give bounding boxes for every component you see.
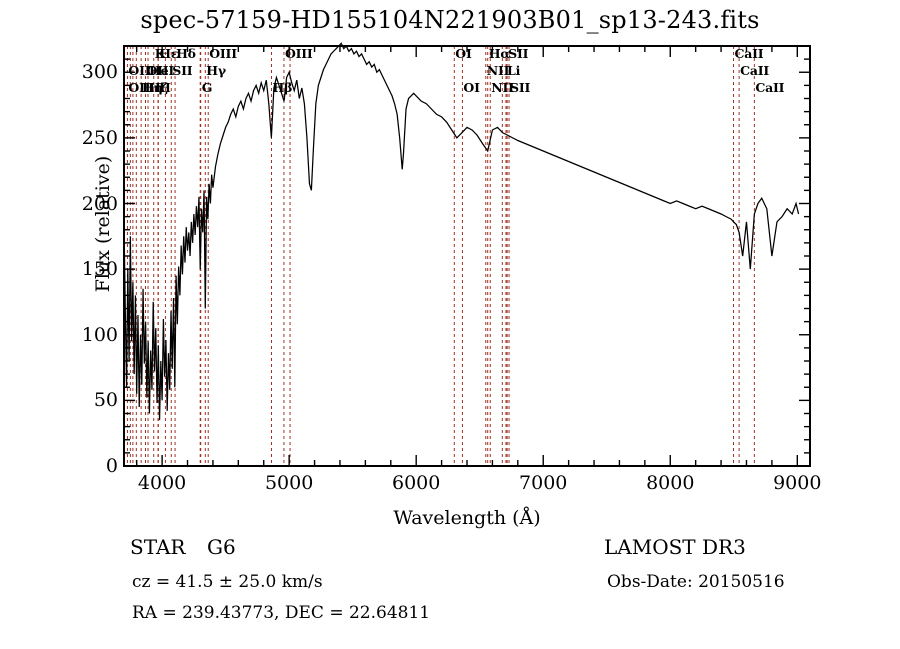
spectral-line-label: Hα	[488, 46, 510, 61]
y-tick-label: 150	[81, 258, 118, 281]
spectral-line-label: Li	[507, 63, 521, 78]
spectral-line-label: Hη	[142, 80, 163, 95]
footer-redshift-velocity: cz = 41.5 ± 25.0 km/s	[132, 572, 323, 592]
spectral-line-label: Hζ	[149, 80, 168, 95]
x-tick-label: 6000	[391, 472, 441, 494]
y-tick-label: 200	[81, 192, 118, 215]
footer-object-type: STAR	[130, 535, 186, 559]
spectral-line-label: NII	[486, 63, 510, 78]
spectral-line-label: K	[154, 46, 166, 61]
y-tick-label: 100	[81, 323, 118, 346]
spectral-line-label: Hγ	[206, 63, 226, 78]
spectral-line-label: G	[201, 80, 213, 95]
spectral-line-label: Hβ	[272, 80, 293, 95]
y-tick-label: 250	[81, 126, 118, 149]
spectral-line-label: OII	[146, 63, 169, 78]
spectral-line-label: NII	[491, 80, 514, 95]
y-tick-label: 0	[105, 455, 118, 477]
spectral-line-label: SII	[172, 63, 193, 78]
spectral-line-label: OI	[463, 80, 480, 95]
spectral-line-label: HeI	[149, 63, 175, 78]
spectral-line-label: SII	[508, 46, 529, 61]
x-tick-label: 4000	[137, 472, 187, 494]
plot-area	[124, 46, 810, 466]
x-axis-label: Wavelength (Å)	[393, 507, 541, 529]
x-tick-label: 8000	[646, 472, 695, 494]
spectral-line-label: OIII	[209, 46, 237, 61]
spectral-line-label: OII	[128, 80, 151, 95]
footer-survey: LAMOST DR3	[604, 535, 746, 559]
page-title: spec-57159-HD155104N221903B01_sp13-243.f…	[140, 6, 760, 34]
spectral-line-label: SII	[510, 80, 531, 95]
spectral-line-label: OII	[128, 63, 151, 78]
footer-obs-date: Obs-Date: 20150516	[607, 572, 785, 592]
x-tick-label: 7000	[519, 472, 568, 494]
y-tick-label: 50	[93, 389, 118, 412]
spectral-line-label: CaII	[734, 46, 764, 61]
footer-spectral-class: G6	[207, 535, 236, 559]
spectral-line-label: CaII	[740, 63, 770, 78]
spectral-line-label: OI	[455, 46, 472, 61]
x-tick-label: 5000	[264, 472, 314, 494]
x-tick-label: 9000	[773, 472, 822, 494]
spectral-line-label: OIII	[284, 46, 313, 61]
spectral-line-label: CaII	[755, 80, 785, 95]
spectral-line-label: Hε	[159, 46, 179, 61]
spectral-line-label: Hδ	[176, 46, 196, 61]
y-tick-label: 300	[81, 61, 118, 84]
spectral-line-label: H	[159, 80, 171, 95]
footer-coordinates: RA = 239.43773, DEC = 22.64811	[132, 603, 431, 623]
